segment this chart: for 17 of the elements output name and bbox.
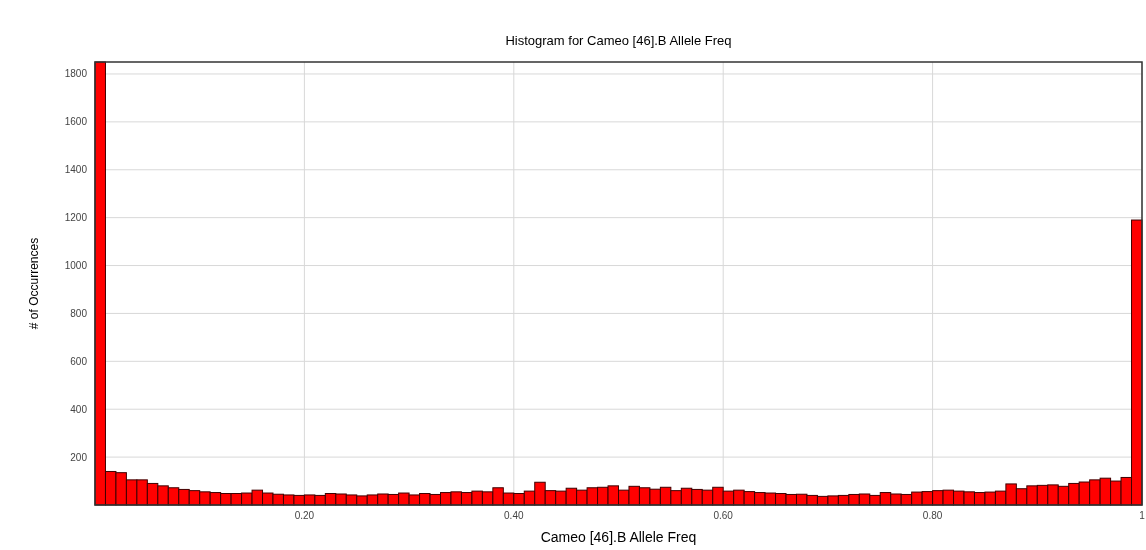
y-tick-label: 1000 bbox=[64, 260, 88, 272]
y-tick-label: 200 bbox=[70, 451, 88, 463]
x-tick-label: 0.80 bbox=[922, 510, 943, 521]
y-tick-label: 1800 bbox=[64, 68, 88, 80]
y-axis-title: # of Occurrences bbox=[27, 237, 41, 330]
chart-title: Histogram for Cameo [46].B Allele Freq bbox=[505, 33, 732, 48]
y-tick-label: 400 bbox=[70, 403, 88, 415]
x-tick-label: 0.40 bbox=[504, 510, 524, 521]
y-tick-label: 600 bbox=[70, 355, 88, 367]
y-tick-label: 1200 bbox=[64, 212, 88, 224]
y-tick-label: 1400 bbox=[64, 164, 88, 176]
y-tick-label: 800 bbox=[70, 307, 88, 319]
y-tick-label: 1600 bbox=[64, 116, 88, 128]
x-tick-label: 0.20 bbox=[294, 510, 315, 521]
x-axis-title: Cameo [46].B Allele Freq bbox=[540, 529, 697, 545]
x-tick-label: 1 bbox=[1139, 510, 1146, 521]
x-tick-label: 0.60 bbox=[713, 510, 734, 521]
